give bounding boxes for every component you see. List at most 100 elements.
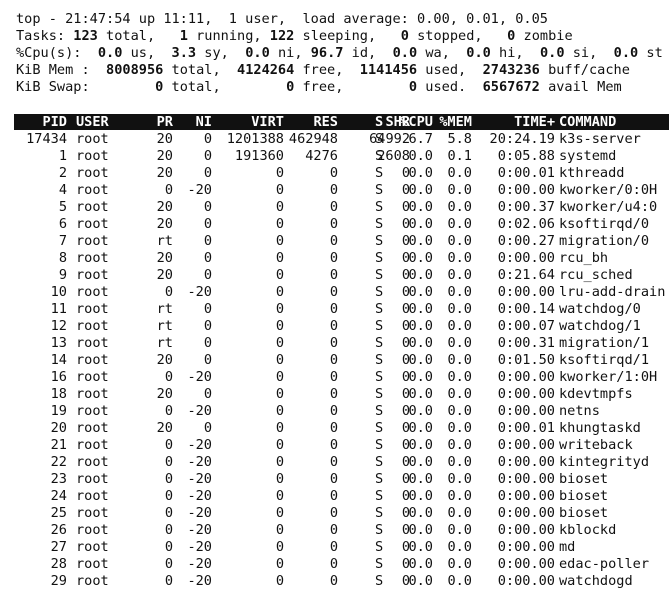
table-row[interactable]: 2 root 20 0 0 0 0 S 0.0 0.0 0:00.01 kthreadd [14, 165, 669, 182]
cell-mem: 0.1 [447, 148, 472, 164]
table-row[interactable]: 24 root 0 -20 0 0 0 S 0.0 0.0 0:00.00 bioset [14, 488, 669, 505]
cell-time: 0:00.01 [497, 420, 555, 436]
cell-virt: 0 [275, 352, 284, 368]
cell-s: S [375, 471, 384, 487]
cell-virt: 0 [275, 420, 284, 436]
header-res[interactable]: RES [313, 114, 338, 130]
cell-time: 0:00.00 [497, 369, 555, 385]
cell-cpu: 0.0 [408, 267, 433, 283]
table-row[interactable]: 19 root 0 -20 0 0 0 S 0.0 0.0 0:00.00 netns [14, 403, 669, 420]
table-row[interactable]: 13 root rt 0 0 0 0 S 0.0 0.0 0:00.31 migration/1 [14, 335, 669, 352]
cell-command: kworker/u4:0 [559, 199, 658, 215]
cell-command: md [559, 539, 576, 555]
table-row[interactable]: 23 root 0 -20 0 0 0 S 0.0 0.0 0:00.00 bioset [14, 471, 669, 488]
header-pr[interactable]: PR [156, 114, 173, 130]
table-row[interactable]: 6 root 20 0 0 0 0 S 0.0 0.0 0:02.06 ksoftirqd/0 [14, 216, 669, 233]
cell-res: 0 [329, 318, 338, 334]
header-time[interactable]: TIME+ [514, 114, 555, 130]
table-row[interactable]: 26 root 0 -20 0 0 0 S 0.0 0.0 0:00.00 kblockd [14, 522, 669, 539]
cell-ni: -20 [187, 505, 212, 521]
cell-mem: 0.0 [447, 573, 472, 589]
cell-res: 0 [329, 216, 338, 232]
table-row[interactable]: 20 root 20 0 0 0 0 S 0.0 0.0 0:00.01 khungtaskd [14, 420, 669, 437]
cell-cpu: 0.0 [408, 199, 433, 215]
cell-user: root [76, 233, 109, 249]
cell-shr: 0 [401, 522, 410, 538]
swap-used: 0 [408, 79, 418, 95]
cell-shr: 0 [401, 420, 410, 436]
cell-time: 0:00.00 [497, 250, 555, 266]
table-row[interactable]: 8 root 20 0 0 0 0 S 0.0 0.0 0:00.00 rcu_bh [14, 250, 669, 267]
table-row[interactable]: 22 root 0 -20 0 0 0 S 0.0 0.0 0:00.00 kintegrityd [14, 454, 669, 471]
cell-virt: 0 [275, 437, 284, 453]
table-row[interactable]: 5 root 20 0 0 0 0 S 0.0 0.0 0:00.37 kworker/u4:0 [14, 199, 669, 216]
cell-cpu: 0.0 [408, 522, 433, 538]
cpu-ni-label: ni, [277, 45, 303, 61]
swap-free: 0 [286, 79, 295, 95]
table-row[interactable]: 21 root 0 -20 0 0 0 S 0.0 0.0 0:00.00 writeback [14, 437, 669, 454]
cell-user: root [76, 573, 109, 589]
table-row[interactable]: 16 root 0 -20 0 0 0 S 0.0 0.0 0:00.00 kworker/1:0H [14, 369, 669, 386]
cell-cpu: 0.0 [408, 556, 433, 572]
table-row[interactable]: 25 root 0 -20 0 0 0 S 0.0 0.0 0:00.00 bioset [14, 505, 669, 522]
swap-line: KiB Swap: 0 total, 0 free, 0 used. 65676… [16, 79, 622, 96]
table-row[interactable]: 10 root 0 -20 0 0 0 S 0.0 0.0 0:00.00 lru-add-drain [14, 284, 669, 301]
cell-virt: 0 [275, 454, 284, 470]
table-row[interactable]: 18 root 20 0 0 0 0 S 0.0 0.0 0:00.00 kdevtmpfs [14, 386, 669, 403]
cell-virt: 0 [275, 284, 284, 300]
cell-pid: 18 [50, 386, 67, 402]
cell-pid: 19 [50, 403, 67, 419]
table-row[interactable]: 7 root rt 0 0 0 0 S 0.0 0.0 0:00.27 migration/0 [14, 233, 669, 250]
header-pid[interactable]: PID [42, 114, 67, 130]
table-row[interactable]: 9 root 20 0 0 0 0 S 0.0 0.0 0:21.64 rcu_sched [14, 267, 669, 284]
cell-mem: 0.0 [447, 539, 472, 555]
cell-cpu: 0.0 [408, 471, 433, 487]
table-row[interactable]: 28 root 0 -20 0 0 0 S 0.0 0.0 0:00.00 edac-poller [14, 556, 669, 573]
cell-pr: 0 [164, 182, 173, 198]
table-row[interactable]: 11 root rt 0 0 0 0 S 0.0 0.0 0:00.14 watchdog/0 [14, 301, 669, 318]
cell-cpu: 0.0 [408, 216, 433, 232]
cell-pid: 11 [50, 301, 67, 317]
cell-ni: 0 [203, 386, 212, 402]
cell-user: root [76, 284, 109, 300]
tasks-sleeping-label: sleeping, [302, 28, 377, 44]
cell-time: 0:00.00 [497, 573, 555, 589]
cell-pid: 26 [50, 522, 67, 538]
header-cpu[interactable]: %CPU [400, 114, 433, 130]
cell-pid: 4 [58, 182, 67, 198]
table-row[interactable]: 29 root 0 -20 0 0 0 S 0.0 0.0 0:00.00 watchdogd [14, 573, 669, 590]
cell-user: root [76, 131, 109, 147]
table-row[interactable]: 1 root 20 0 191360 4276 2608 S 0.0 0.1 0:05.88 syst… [14, 148, 669, 165]
cell-virt: 0 [275, 250, 284, 266]
cell-mem: 0.0 [447, 488, 472, 504]
cpu-id: 96.7 [310, 45, 344, 61]
header-ni[interactable]: NI [195, 114, 212, 130]
swap-used-label: used. [425, 79, 467, 95]
header-virt[interactable]: VIRT [251, 114, 284, 130]
table-row[interactable]: 12 root rt 0 0 0 0 S 0.0 0.0 0:00.07 watchdog/1 [14, 318, 669, 335]
header-shr[interactable]: SHR [385, 114, 410, 130]
cpu-ni: 0.0 [245, 45, 270, 61]
cpu-sy: 3.3 [171, 45, 197, 61]
cell-cpu: 0.0 [408, 386, 433, 402]
cell-command: watchdog/1 [559, 318, 641, 334]
header-s[interactable]: S [375, 114, 384, 130]
table-row[interactable]: 14 root 20 0 0 0 0 S 0.0 0.0 0:01.50 ksoftirqd/1 [14, 352, 669, 369]
table-row[interactable]: 17434 root 20 0 1201388 462948 64992 S 6.7 5.8 20:… [14, 131, 669, 148]
header-command[interactable]: COMMAND [559, 114, 617, 130]
process-table: PID USER PR NI VIRT RES SHR S %CPU %MEM … [14, 114, 669, 590]
table-row[interactable]: 27 root 0 -20 0 0 0 S 0.0 0.0 0:00.00 md [14, 539, 669, 556]
cell-pid: 17434 [26, 131, 67, 147]
cell-s: S [375, 522, 384, 538]
tasks-total-label: total, [106, 28, 156, 44]
cell-time: 0:00.00 [497, 505, 555, 521]
cell-cpu: 0.0 [408, 420, 433, 436]
cell-command: migration/0 [559, 233, 650, 249]
cell-mem: 0.0 [447, 420, 472, 436]
cell-ni: 0 [203, 420, 212, 436]
table-row[interactable]: 4 root 0 -20 0 0 0 S 0.0 0.0 0:00.00 kworker/0:0H [14, 182, 669, 199]
header-user[interactable]: USER [76, 114, 109, 130]
mem-buff: 2743236 [482, 62, 540, 78]
header-mem[interactable]: %MEM [439, 114, 472, 130]
